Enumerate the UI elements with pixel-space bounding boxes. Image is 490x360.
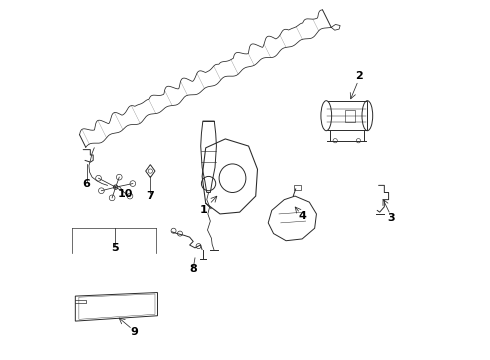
Text: 1: 1 bbox=[200, 205, 208, 215]
Bar bbox=[294, 185, 301, 190]
Text: 9: 9 bbox=[130, 327, 138, 337]
Text: 10: 10 bbox=[118, 189, 133, 199]
Text: 3: 3 bbox=[388, 212, 395, 222]
Text: 2: 2 bbox=[355, 71, 363, 81]
Text: 6: 6 bbox=[82, 179, 90, 189]
Text: 5: 5 bbox=[111, 243, 119, 253]
Bar bbox=[345, 110, 355, 122]
Text: 7: 7 bbox=[147, 191, 154, 201]
Text: 4: 4 bbox=[298, 211, 306, 221]
Bar bbox=[326, 102, 368, 130]
Text: 8: 8 bbox=[189, 264, 197, 274]
Ellipse shape bbox=[321, 101, 332, 131]
